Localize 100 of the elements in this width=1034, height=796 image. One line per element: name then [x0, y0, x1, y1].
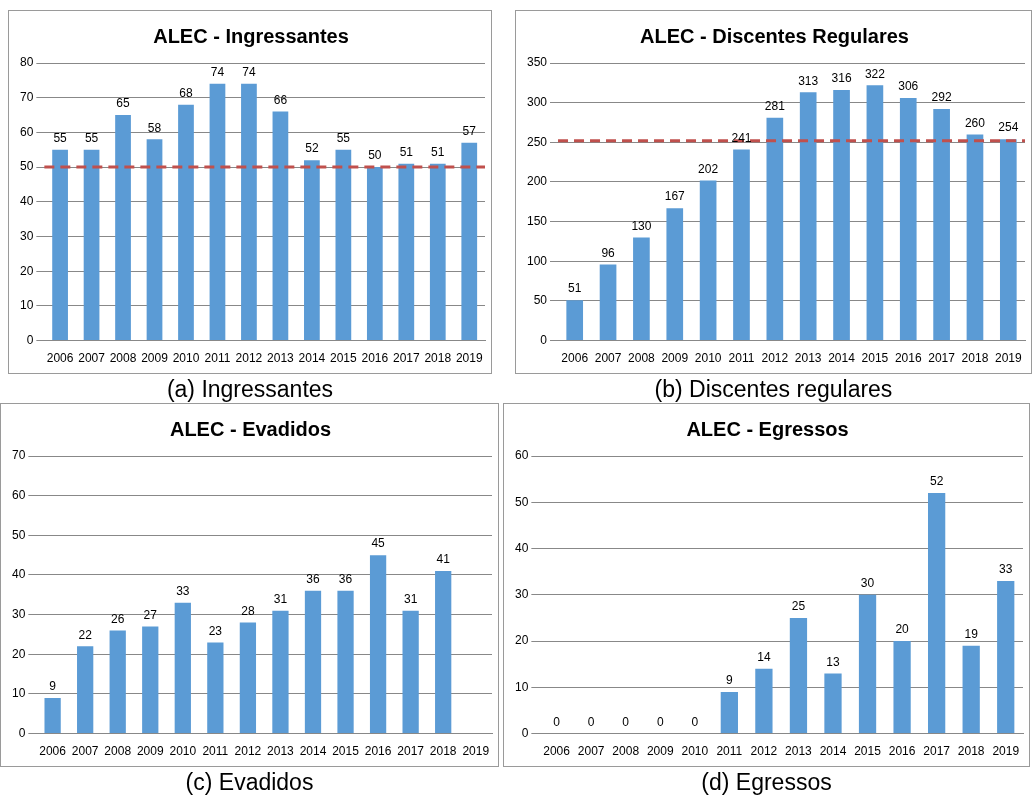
- bar: [366, 167, 383, 341]
- bar: [461, 142, 478, 341]
- data-label: 23: [208, 623, 223, 638]
- x-tick-label: 2014: [828, 351, 856, 366]
- data-label: 281: [764, 99, 786, 114]
- x-tick-label: 2016: [888, 744, 916, 759]
- x-tick-label: 2013: [794, 351, 822, 366]
- text: (d) Egressos: [700, 769, 833, 796]
- x-tick-label: 2009: [141, 351, 169, 366]
- data-label: 74: [210, 65, 225, 80]
- bar: [966, 134, 984, 341]
- x-tick-label: 2008: [104, 744, 132, 759]
- x-tick-label: 2016: [894, 351, 922, 366]
- data-label: 202: [698, 161, 719, 176]
- bar: [337, 590, 354, 734]
- x-tick-label: 2013: [267, 744, 295, 759]
- bar: [899, 97, 917, 341]
- y-tick-label: 10: [514, 679, 529, 694]
- bar: [833, 89, 850, 341]
- y-tick-label: 20: [11, 646, 26, 661]
- y-tick-label: 30: [19, 228, 34, 243]
- y-tick-label: 60: [19, 124, 34, 139]
- bar: [83, 149, 100, 341]
- x-tick-label: 2008: [109, 351, 137, 366]
- data-label: 45: [371, 536, 386, 551]
- bar: [239, 622, 257, 734]
- bar: [720, 691, 738, 734]
- text: (a) Ingressantes: [165, 376, 335, 403]
- bar: [733, 149, 750, 341]
- y-tick-label: 300: [526, 94, 548, 109]
- data-label: 306: [898, 79, 919, 94]
- x-tick-label: 2010: [172, 351, 200, 366]
- x-tick-label: 2014: [819, 744, 847, 759]
- y-tick-label: 50: [11, 527, 26, 542]
- bar: [435, 571, 452, 734]
- data-label: 9: [49, 679, 57, 694]
- bar: [858, 594, 877, 734]
- y-tick-label: 10: [11, 686, 26, 701]
- data-label: 13: [826, 654, 840, 669]
- bar: [52, 149, 68, 341]
- x-tick-label: 2011: [202, 744, 229, 759]
- data-label: 19: [964, 627, 979, 642]
- x-tick-label: 2017: [928, 351, 956, 366]
- bar: [209, 83, 226, 341]
- data-label: 41: [436, 552, 451, 567]
- x-tick-label: 2018: [424, 351, 452, 366]
- bar: [633, 237, 650, 341]
- data-label: 51: [568, 281, 582, 296]
- bar: [429, 163, 446, 341]
- x-tick-label: 2011: [728, 351, 755, 366]
- x-tick-label: 2015: [332, 744, 360, 759]
- data-label: 51: [399, 144, 414, 159]
- y-tick-label: 80: [19, 55, 34, 70]
- data-label: 316: [831, 71, 852, 86]
- x-tick-label: 2016: [364, 744, 392, 759]
- bar: [335, 149, 352, 341]
- data-label: 167: [664, 189, 686, 204]
- y-tick-label: 30: [514, 587, 529, 602]
- data-label: 66: [273, 92, 288, 107]
- y-tick-label: 70: [11, 448, 26, 463]
- y-tick-label: 40: [11, 567, 26, 582]
- data-label: 14: [757, 650, 771, 665]
- bar: [566, 300, 584, 341]
- x-tick-label: 2010: [694, 351, 722, 366]
- x-tick-label: 2013: [267, 351, 295, 366]
- data-label: 68: [179, 85, 193, 100]
- data-label: 322: [864, 66, 886, 81]
- x-tick-label: 2007: [78, 351, 106, 366]
- data-label: 22: [78, 627, 93, 642]
- y-tick-label: 0: [26, 332, 34, 347]
- x-tick-label: 2017: [923, 744, 951, 759]
- x-tick-label: 2008: [628, 351, 656, 366]
- x-tick-label: 2017: [397, 744, 425, 759]
- bar: [241, 83, 257, 341]
- x-tick-label: 2010: [169, 744, 197, 759]
- data-label: 27: [143, 607, 158, 622]
- y-tick-label: 20: [19, 263, 34, 278]
- x-tick-label: 2011: [716, 744, 743, 759]
- x-tick-label: 2012: [234, 744, 262, 759]
- x-tick-label: 2019: [994, 351, 1022, 366]
- y-tick-label: 0: [18, 725, 26, 740]
- data-label: 20: [895, 622, 910, 637]
- data-label: 31: [403, 591, 418, 606]
- x-tick-label: 2015: [861, 351, 889, 366]
- y-tick-label: 150: [526, 213, 548, 228]
- text: (b) Discentes regulares: [653, 376, 894, 403]
- data-label: 65: [116, 96, 131, 111]
- bar: [207, 642, 224, 734]
- bar: [933, 109, 950, 341]
- x-tick-label: 2017: [392, 351, 420, 366]
- bar: [666, 208, 684, 341]
- data-label: 241: [731, 130, 752, 145]
- data-label: 52: [305, 141, 319, 156]
- data-label: 30: [860, 576, 875, 591]
- data-label: 31: [273, 591, 288, 606]
- bar: [178, 104, 194, 341]
- y-tick-label: 50: [533, 293, 548, 308]
- data-label: 50: [368, 148, 382, 163]
- x-tick-label: 2015: [330, 351, 358, 366]
- bar: [369, 555, 387, 734]
